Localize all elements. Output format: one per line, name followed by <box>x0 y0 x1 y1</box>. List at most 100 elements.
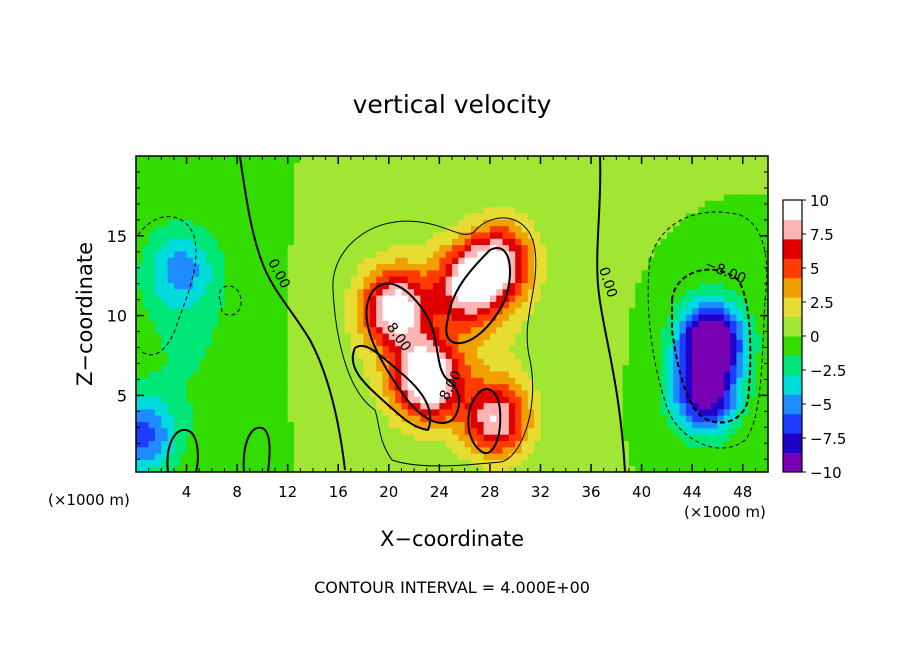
heatmap-cell <box>603 307 611 315</box>
heatmap-cell <box>483 446 491 454</box>
heatmap-cell <box>534 282 542 290</box>
heatmap-cell <box>439 415 447 423</box>
heatmap-cell <box>369 446 377 454</box>
heatmap-cell <box>420 339 428 347</box>
heatmap-cell <box>565 219 573 227</box>
heatmap-cell <box>363 225 371 233</box>
heatmap-cell <box>489 377 497 385</box>
heatmap-cell <box>730 206 737 214</box>
heatmap-cell <box>723 421 731 429</box>
heatmap-cell <box>610 231 617 239</box>
heatmap-cell <box>698 396 706 404</box>
heatmap-cell <box>218 396 226 404</box>
heatmap-cell <box>584 301 592 309</box>
heatmap-cell <box>749 459 756 467</box>
heatmap-cell <box>622 206 630 214</box>
heatmap-cell <box>199 269 207 277</box>
heatmap-cell <box>154 358 162 366</box>
heatmap-cell <box>597 238 605 246</box>
heatmap-cell <box>369 282 377 290</box>
heatmap-cell <box>224 244 232 252</box>
heatmap-cell <box>685 307 693 315</box>
heatmap-cell <box>534 402 542 410</box>
heatmap-cell <box>597 206 605 214</box>
heatmap-cell <box>344 295 352 302</box>
heatmap-cell <box>218 314 226 321</box>
heatmap-cell <box>521 364 529 372</box>
heatmap-cell <box>591 206 598 214</box>
heatmap-cell <box>660 295 668 302</box>
heatmap-cell <box>717 314 725 321</box>
heatmap-cell <box>439 206 447 214</box>
heatmap-cell <box>319 377 327 385</box>
heatmap-cell <box>660 212 668 220</box>
heatmap-cell <box>546 389 554 397</box>
heatmap-cell <box>186 326 194 334</box>
heatmap-cell <box>268 288 276 296</box>
heatmap-cell <box>666 421 674 429</box>
heatmap-cell <box>388 434 396 441</box>
heatmap-cell <box>622 389 630 397</box>
heatmap-cell <box>546 307 554 315</box>
heatmap-cell <box>730 459 737 467</box>
heatmap-cell <box>445 345 453 353</box>
heatmap-cell <box>572 364 579 372</box>
heatmap-cell <box>224 364 232 372</box>
heatmap-cell <box>433 465 440 472</box>
heatmap-cell <box>628 244 636 252</box>
heatmap-cell <box>338 156 346 163</box>
heatmap-cell <box>496 156 504 163</box>
heatmap-cell <box>268 193 276 201</box>
heatmap-cell <box>508 383 516 391</box>
heatmap-cell <box>167 396 175 404</box>
heatmap-cell <box>666 269 674 277</box>
heatmap-cell <box>666 282 674 290</box>
heatmap-cell <box>306 389 314 397</box>
heatmap-cell <box>357 307 365 315</box>
heatmap-cell <box>350 288 358 296</box>
heatmap-cell <box>376 206 384 214</box>
heatmap-cell <box>452 231 459 239</box>
heatmap-cell <box>243 408 251 416</box>
heatmap-cell <box>414 465 421 472</box>
heatmap-cell <box>603 269 611 277</box>
heatmap-cell <box>312 231 320 239</box>
heatmap-cell <box>553 225 561 233</box>
heatmap-cell <box>420 269 428 277</box>
heatmap-cell <box>401 389 409 397</box>
heatmap-cell <box>698 193 706 201</box>
heatmap-cell <box>654 238 662 246</box>
heatmap-cell <box>527 219 535 227</box>
heatmap-cell <box>723 162 731 170</box>
heatmap-cell <box>331 168 339 176</box>
heatmap-cell <box>230 174 238 182</box>
heatmap-cell <box>698 162 706 170</box>
heatmap-cell <box>173 301 181 309</box>
heatmap-cell <box>521 351 529 359</box>
heatmap-cell <box>508 396 516 404</box>
heatmap-cell <box>224 238 232 246</box>
heatmap-cell <box>180 459 188 467</box>
heatmap-cell <box>186 440 194 448</box>
heatmap-cell <box>218 301 226 309</box>
heatmap-cell <box>635 301 643 309</box>
heatmap-cell <box>546 187 554 195</box>
heatmap-cell <box>711 307 719 315</box>
heatmap-cell <box>186 263 194 271</box>
heatmap-cell <box>199 238 207 246</box>
heatmap-cell <box>136 269 143 277</box>
heatmap-cell <box>698 364 706 372</box>
heatmap-cell <box>338 295 346 302</box>
heatmap-cell <box>376 434 384 441</box>
heatmap-cell <box>237 244 245 252</box>
heatmap-cell <box>723 427 731 435</box>
heatmap-cell <box>312 314 320 321</box>
heatmap-cell <box>572 282 579 290</box>
heatmap-cell <box>470 465 478 472</box>
heatmap-cell <box>723 339 731 347</box>
heatmap-cell <box>496 206 504 214</box>
heatmap-cell <box>515 206 523 214</box>
heatmap-cell <box>704 206 712 214</box>
heatmap-cell <box>439 326 447 334</box>
heatmap-cell <box>565 250 573 258</box>
